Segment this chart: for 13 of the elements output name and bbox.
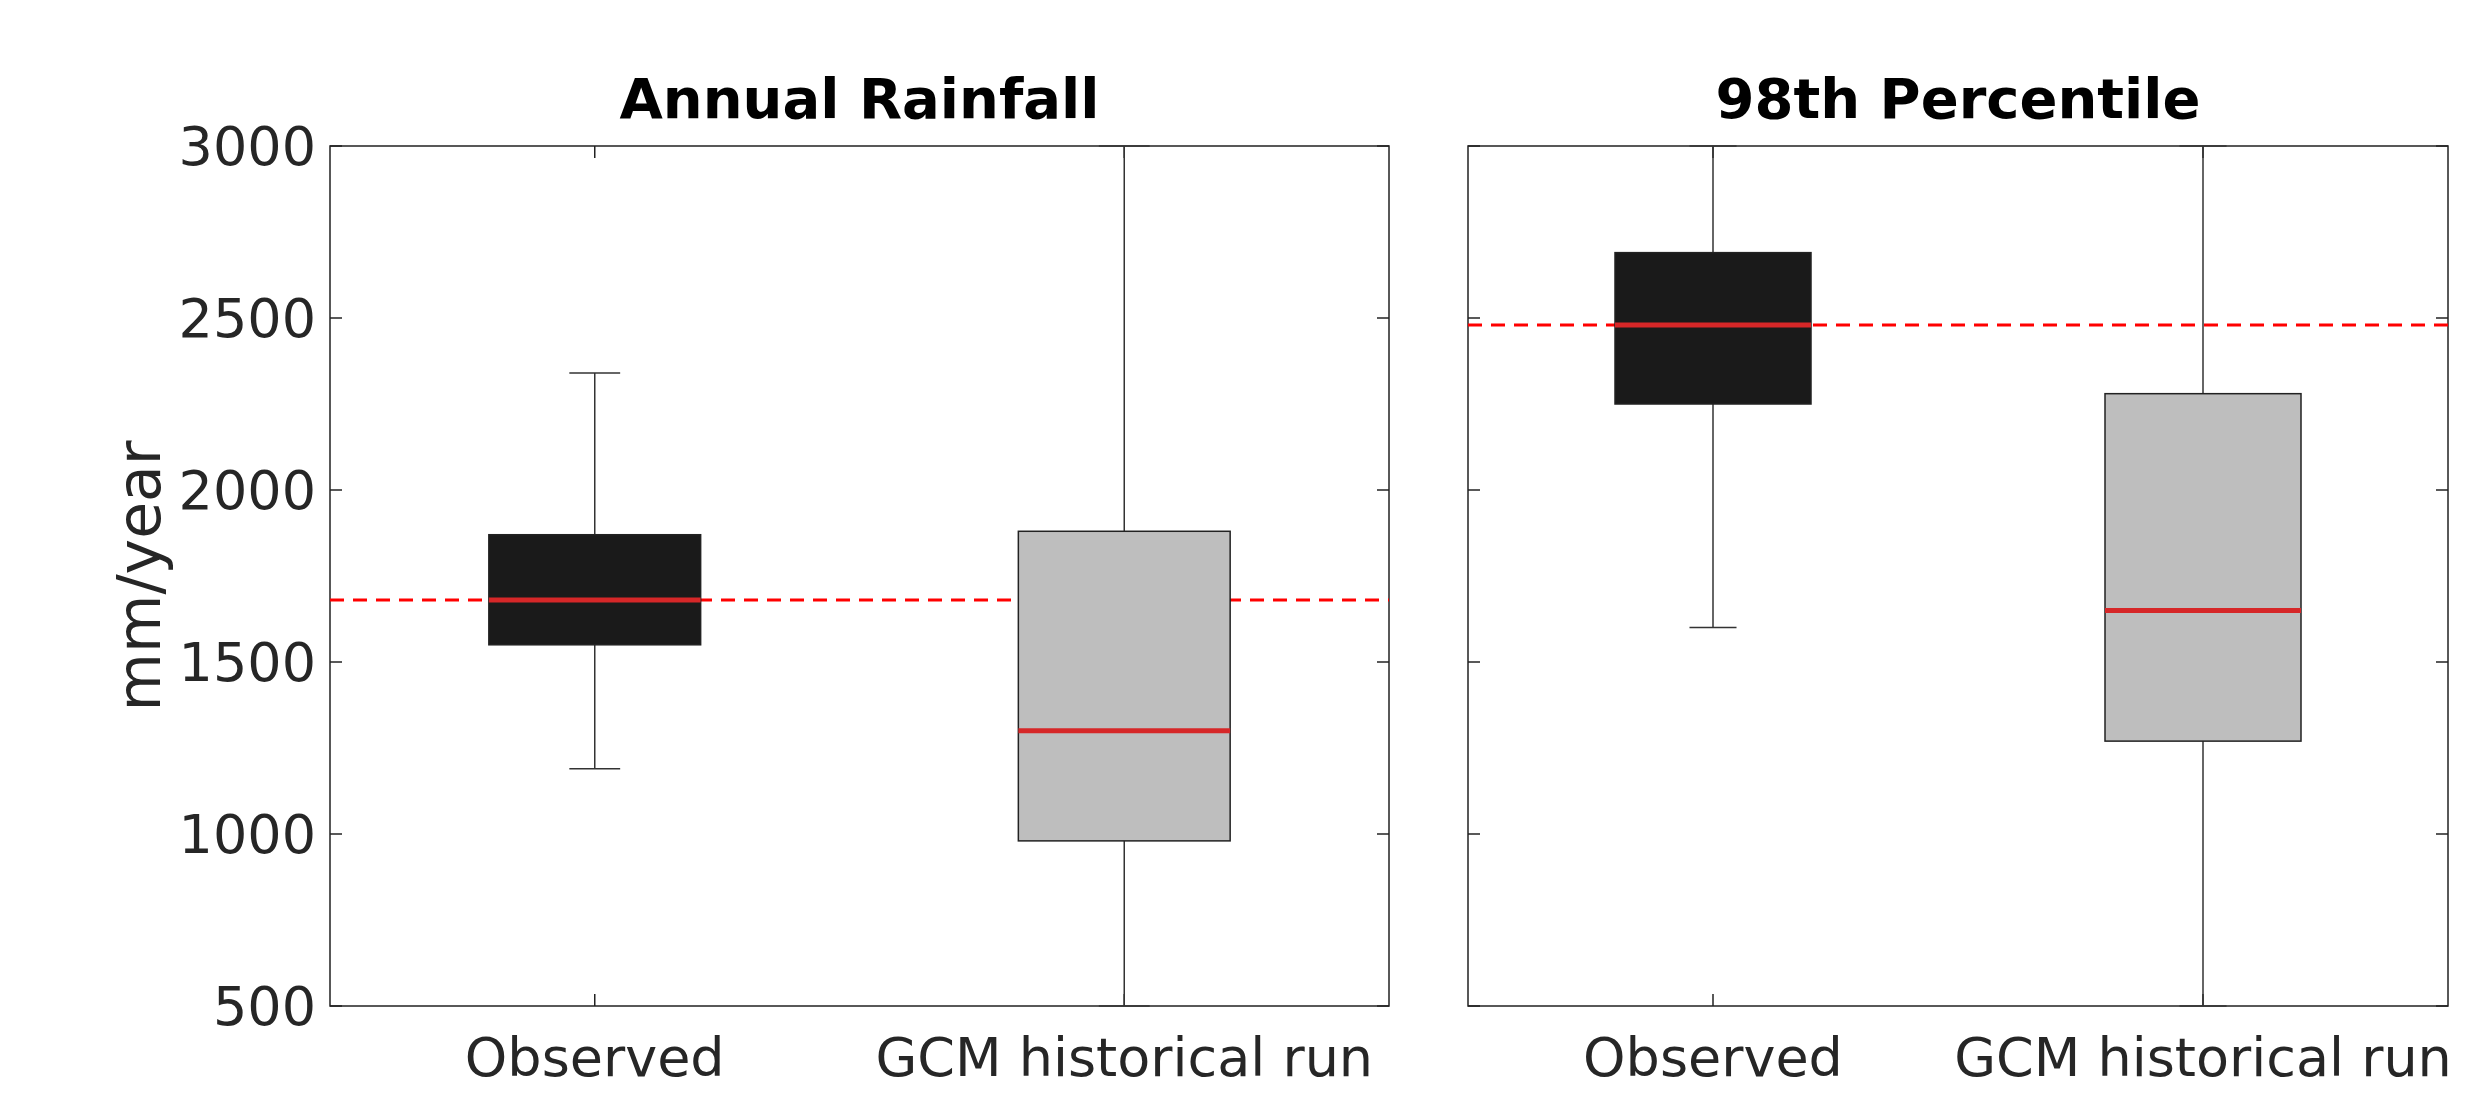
y-tick-label: 2000 [178, 458, 316, 522]
y-axis-title: mm/year [104, 440, 174, 712]
x-tick-label: GCM historical run [1954, 1026, 2452, 1089]
chart-title: Annual Rainfall [619, 66, 1100, 131]
y-tick-label: 1000 [178, 802, 316, 866]
y-tick-label: 3000 [178, 114, 316, 178]
x-tick-label: Observed [1583, 1026, 1843, 1089]
y-tick-label: 2500 [178, 286, 316, 350]
y-tick-label: 500 [212, 974, 316, 1038]
x-tick-label: GCM historical run [875, 1026, 1374, 1089]
chart-title: 98th Percentile [1715, 66, 2201, 131]
x-tick-label: Observed [464, 1026, 725, 1089]
y-tick-label: 1500 [178, 630, 316, 694]
